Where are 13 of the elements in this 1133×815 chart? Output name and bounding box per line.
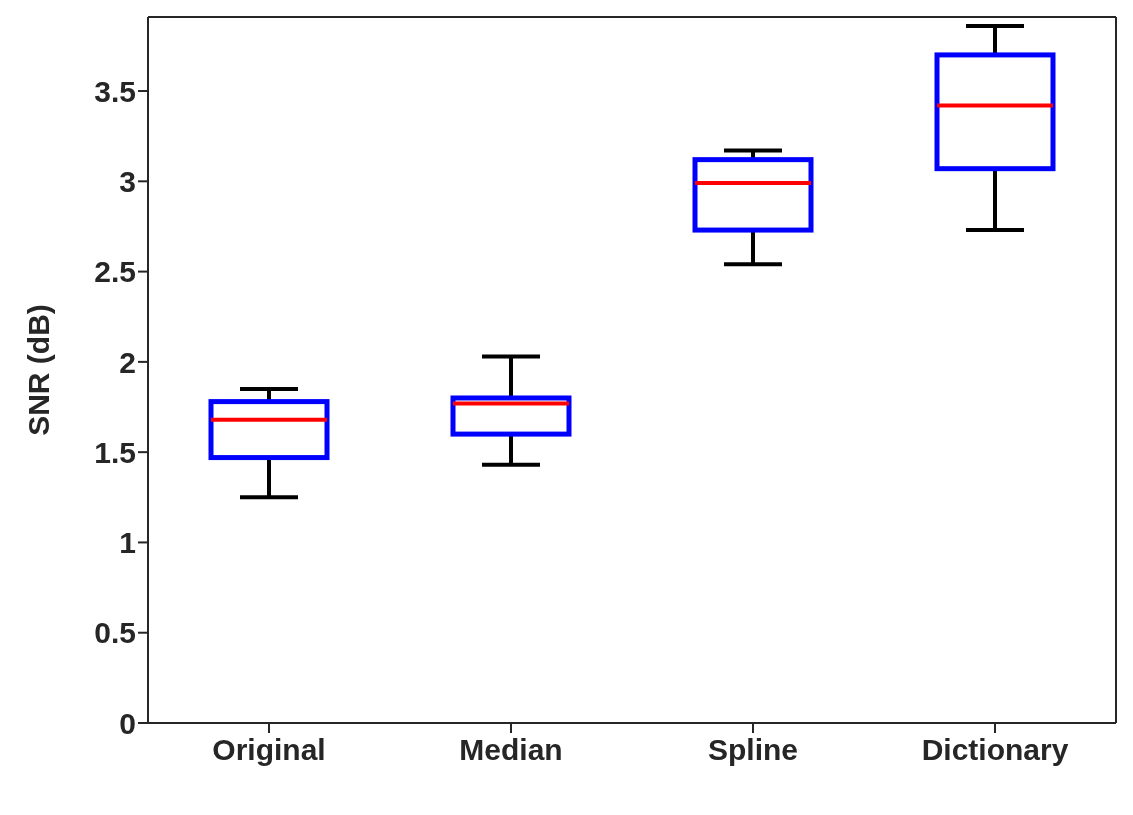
y-tick-label: 1 bbox=[119, 526, 136, 560]
y-tick-label: 3.5 bbox=[94, 74, 136, 108]
y-tick-label: 2.5 bbox=[94, 255, 136, 289]
y-tick-label: 0.5 bbox=[94, 616, 136, 650]
x-tick-label: Dictionary bbox=[921, 733, 1069, 767]
y-tick-label: 2 bbox=[119, 345, 136, 379]
y-tick-label: 1.5 bbox=[94, 435, 136, 469]
x-tick-label: Original bbox=[212, 733, 326, 767]
y-tick-label: 0 bbox=[119, 706, 136, 740]
y-tick-label: 3 bbox=[119, 164, 136, 198]
y-axis-title: SNR (dB) bbox=[21, 304, 55, 436]
x-tick-label: Spline bbox=[707, 733, 799, 767]
x-tick-label: Median bbox=[459, 733, 563, 767]
